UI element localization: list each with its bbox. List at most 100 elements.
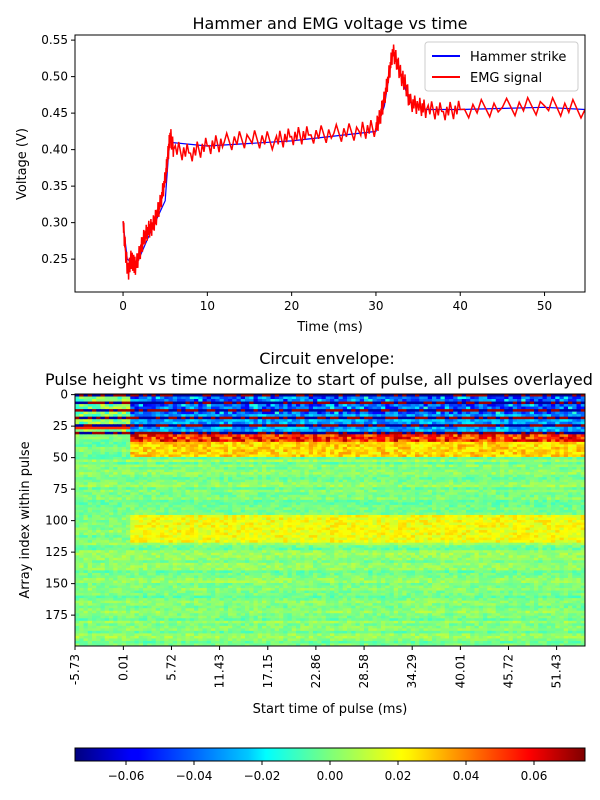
heatmap-cell <box>143 446 148 450</box>
heatmap-cell <box>215 431 220 435</box>
heatmap-cell <box>495 409 501 413</box>
heatmap-cell <box>228 404 233 407</box>
heatmap-cell <box>500 439 505 443</box>
heatmap-cell <box>121 411 127 415</box>
heatmap-cell <box>291 454 297 458</box>
heatmap-cell <box>580 467 586 470</box>
heatmap-cell <box>113 406 118 410</box>
heatmap-cell <box>491 479 497 483</box>
heatmap-cell <box>206 467 212 470</box>
heatmap-cell <box>347 459 352 463</box>
heatmap-cell <box>525 424 531 428</box>
heatmap-cell <box>347 467 352 470</box>
heatmap-cell <box>393 451 399 455</box>
heatmap-cell <box>75 451 80 455</box>
heatmap-cell <box>279 411 284 415</box>
heatmap-cell <box>232 484 237 488</box>
heatmap-cell <box>381 396 386 400</box>
heatmap-cell <box>270 394 276 397</box>
heatmap-cell <box>236 457 242 460</box>
heatmap-cell <box>236 441 242 445</box>
heatmap-cell <box>296 431 301 435</box>
heatmap-cell <box>164 431 169 435</box>
heatmap-cell <box>563 416 569 420</box>
heatmap-cell <box>296 454 301 458</box>
heatmap-cell <box>551 454 556 458</box>
heatmap-cell <box>381 419 386 423</box>
heatmap-cell <box>313 489 318 493</box>
heatmap-plot-area <box>75 394 586 647</box>
heatmap-cell <box>253 482 259 486</box>
heatmap-cell <box>223 424 229 428</box>
heatmap-cell <box>436 399 441 402</box>
heatmap-cell <box>330 431 335 435</box>
heatmap-cell <box>491 451 497 455</box>
heatmap-cell <box>262 462 267 465</box>
heatmap-cell <box>449 439 454 443</box>
heatmap-cell <box>381 411 386 415</box>
heatmap-cell <box>504 457 509 460</box>
heatmap-cell <box>104 489 110 493</box>
heatmap-cell <box>419 487 424 491</box>
heatmap-cell <box>529 431 535 435</box>
heatmap-cell <box>79 484 84 488</box>
heatmap-cell <box>215 459 220 463</box>
heatmap-cell <box>92 399 97 402</box>
heatmap-cell <box>257 441 263 445</box>
heatmap-cell <box>551 449 556 453</box>
heatmap-cell <box>194 439 199 443</box>
heatmap-cell <box>155 401 161 405</box>
heatmap-cell <box>542 411 548 415</box>
heatmap-cell <box>444 479 450 483</box>
heatmap-cell <box>478 404 484 407</box>
heatmap-cell <box>202 459 208 463</box>
heatmap-cell <box>500 419 505 423</box>
heatmap-cell <box>517 401 522 405</box>
heatmap-cell <box>440 464 446 468</box>
heatmap-cell <box>444 464 450 468</box>
heatmap-cell <box>228 449 233 453</box>
heatmap-cell <box>355 467 361 470</box>
heatmap-cell <box>351 436 356 440</box>
heatmap-cell <box>495 434 501 438</box>
heatmap-cell <box>325 411 331 415</box>
heatmap-cell <box>402 474 407 478</box>
heatmap-cell <box>334 492 339 496</box>
heatmap-cell <box>432 424 437 428</box>
heatmap-cell <box>185 444 191 448</box>
heatmap-cell <box>402 457 407 460</box>
heatmap-cell <box>563 431 569 435</box>
heatmap-cell <box>406 464 412 468</box>
heatmap-cell <box>240 484 246 488</box>
heatmap-cell <box>75 497 80 501</box>
heatmap-cell <box>121 454 127 458</box>
heatmap-cell <box>121 469 127 473</box>
heatmap-cell <box>257 401 263 405</box>
heatmap-cell <box>206 482 212 486</box>
heatmap-cell <box>555 411 560 415</box>
heatmap-cell <box>181 454 186 458</box>
heatmap-cell <box>143 477 148 481</box>
heatmap-cell <box>440 401 446 405</box>
heatmap-cell <box>351 464 356 468</box>
heatmap-cell <box>495 492 501 496</box>
heatmap-cell <box>300 459 305 463</box>
heatmap-cell <box>236 409 242 413</box>
heatmap-cell <box>551 457 556 460</box>
heatmap-cell <box>517 477 522 481</box>
heatmap-cell <box>100 462 106 465</box>
heatmap-cell <box>423 414 429 418</box>
heatmap-cell <box>117 482 123 486</box>
heatmap-cell <box>419 406 424 410</box>
heatmap-cell <box>538 401 543 405</box>
heatmap-cell <box>419 436 424 440</box>
heatmap-cell <box>147 462 152 465</box>
heatmap-cell <box>432 429 437 433</box>
heatmap-cell <box>402 426 407 430</box>
heatmap-cell <box>470 477 475 481</box>
heatmap-cell <box>389 492 395 496</box>
heatmap-cell <box>313 487 318 491</box>
heatmap-cell <box>546 464 552 468</box>
heatmap-cell <box>257 469 263 473</box>
heatmap-cell <box>504 449 509 453</box>
